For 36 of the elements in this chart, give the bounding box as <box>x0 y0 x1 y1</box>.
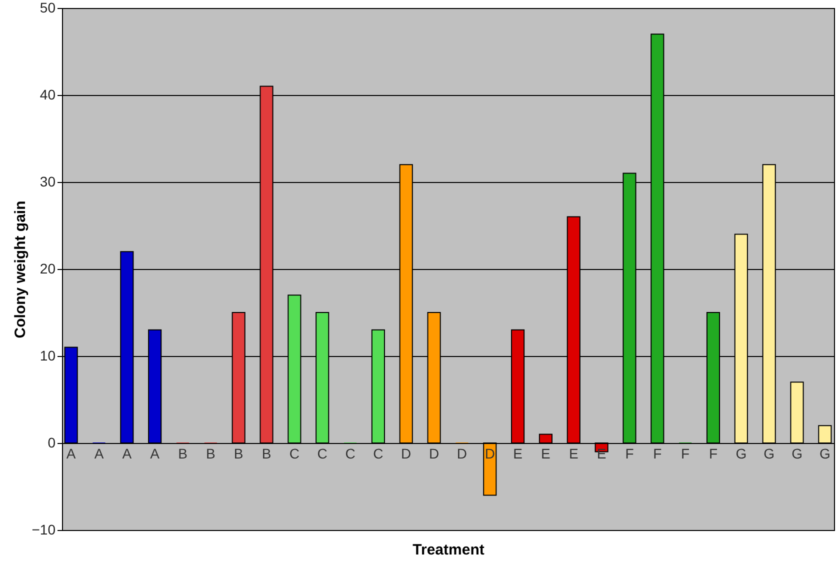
x-tick-label: G <box>819 446 830 462</box>
x-tick-label: F <box>625 446 634 462</box>
x-tick-label: A <box>150 446 160 462</box>
x-tick-label: E <box>541 446 550 462</box>
y-axis-title: Colony weight gain <box>12 200 29 338</box>
y-tick-label: 50 <box>40 0 56 16</box>
x-tick-label: C <box>289 446 300 462</box>
x-tick-label: D <box>401 446 412 462</box>
x-tick-label: G <box>764 446 775 462</box>
x-tick-label: F <box>681 446 690 462</box>
x-tick-label: G <box>792 446 802 462</box>
x-tick-label: G <box>736 446 747 462</box>
x-tick-label: B <box>234 446 244 462</box>
x-tick-label: C <box>317 446 328 462</box>
x-tick-label: B <box>178 446 188 462</box>
x-tick-label: A <box>94 446 104 462</box>
x-axis-title: Treatment <box>412 542 484 558</box>
y-tick-label: −10 <box>32 522 56 538</box>
y-tick-label: 20 <box>40 260 56 276</box>
y-tick-label: 40 <box>40 86 56 102</box>
x-tick-label: C <box>345 446 356 462</box>
y-tick-label: 30 <box>40 174 56 190</box>
x-tick-label: C <box>373 446 384 462</box>
x-tick-label: E <box>513 446 522 462</box>
x-tick-label: D <box>484 446 495 462</box>
y-tick-label: 0 <box>48 434 56 450</box>
x-tick-label: F <box>708 446 718 462</box>
x-tick-label: A <box>122 446 132 462</box>
y-tick-label: 10 <box>40 348 56 364</box>
x-tick-label: D <box>456 446 468 462</box>
x-tick-label: B <box>206 446 216 462</box>
x-tick-label: E <box>568 446 578 462</box>
x-tick-label: B <box>262 446 272 462</box>
x-tick-label: F <box>653 446 662 462</box>
x-tick-label: D <box>428 446 440 462</box>
x-tick-label: A <box>66 446 76 462</box>
